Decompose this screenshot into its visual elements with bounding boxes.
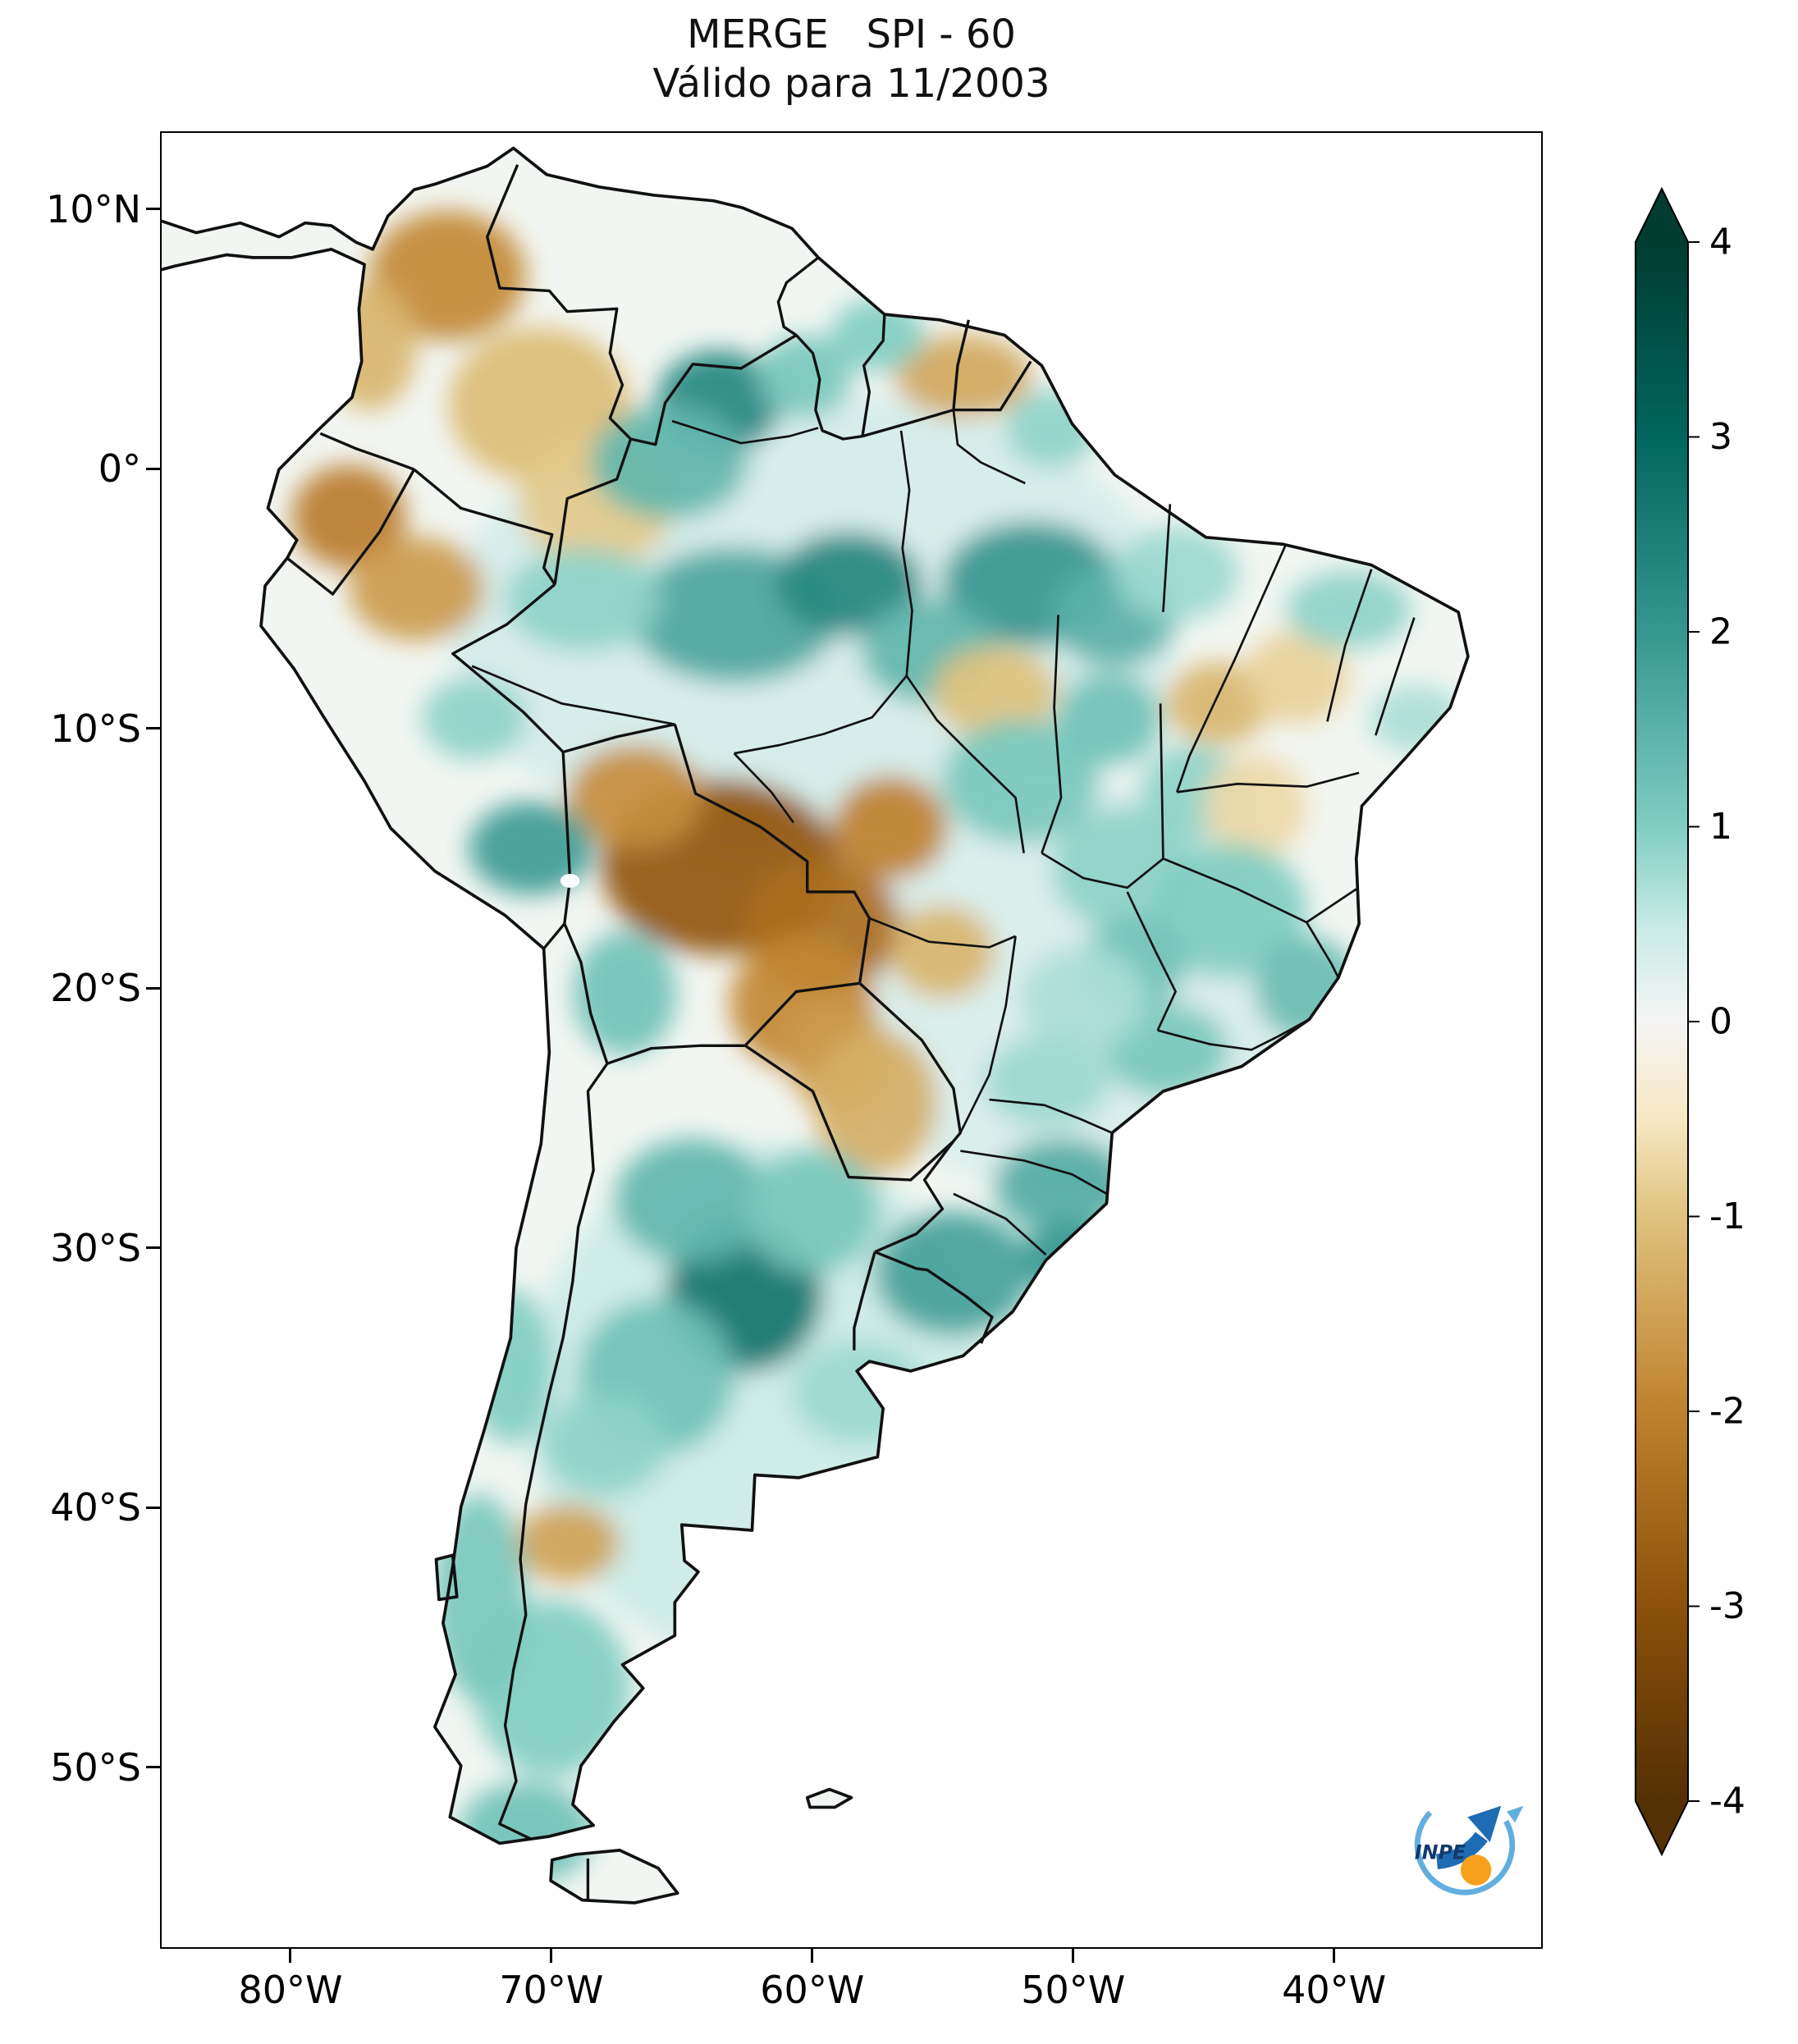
logo-text: INPE — [1415, 1841, 1466, 1863]
y-tick-label: 0° — [98, 446, 141, 492]
colorbar-tick-label: 1 — [1709, 806, 1732, 848]
chart-subtitle: Válido para 11/2003 — [652, 61, 1050, 107]
country-borders — [286, 164, 1032, 1902]
colorbar-ticks: 4 3 2 1 0 -1 -2 -3 -4 — [1688, 222, 1745, 1822]
spi-anomaly-blob — [1151, 843, 1307, 978]
spi-anomaly-blob — [1166, 661, 1271, 745]
spi-anomaly-blob — [931, 646, 1058, 740]
colorbar-tick-label: -3 — [1709, 1585, 1745, 1627]
spi-anomaly-blob — [812, 1029, 938, 1175]
spi-anomaly-blob — [942, 718, 1099, 844]
spi-anomaly-blob — [1057, 671, 1161, 766]
y-tick-mark — [146, 1506, 160, 1509]
colorbar-tick-label: 3 — [1709, 416, 1732, 458]
spi-anomaly-blob — [775, 532, 922, 636]
south-america-map — [162, 146, 1470, 1905]
state-borders — [471, 409, 1416, 1256]
x-tick-mark — [1333, 1949, 1336, 1963]
y-tick-label: 20°S — [50, 966, 141, 1011]
spi-anomaly-blob — [505, 547, 662, 652]
chart-title: MERGE SPI - 60 — [687, 11, 1016, 57]
spi-anomaly-blob — [875, 1210, 1032, 1336]
spi-anomaly-blob — [744, 1149, 881, 1273]
colorbar-gradient-bar — [1635, 187, 1689, 1856]
spi-anomaly-blob — [890, 905, 995, 999]
spi-anomaly-blob — [1244, 630, 1349, 725]
y-tick-label: 40°S — [50, 1485, 141, 1530]
colorbar-tick-label: 2 — [1709, 611, 1732, 653]
colorbar: 4 3 2 1 0 -1 -2 -3 -4 — [1635, 187, 1745, 1856]
map-plot-area — [160, 131, 1543, 1949]
x-tick-label: 60°W — [760, 1968, 865, 2012]
spi-anomaly-blob — [349, 537, 485, 642]
logo-orange-sphere — [1460, 1854, 1492, 1886]
x-tick-mark — [1072, 1949, 1075, 1963]
x-tick-label: 40°W — [1282, 1968, 1387, 2012]
spi-anomaly-blob — [757, 335, 852, 418]
spi-anomaly-blob — [291, 464, 407, 569]
y-tick-mark — [146, 208, 160, 211]
y-tick-label: 10°N — [46, 186, 141, 231]
y-tick-label: 50°S — [50, 1744, 141, 1790]
x-tick-mark — [289, 1949, 292, 1963]
spi-anomaly-blob — [895, 335, 1032, 418]
coastline — [162, 146, 1470, 1905]
spi-anomaly-blob — [323, 281, 417, 411]
spi-anomaly-blob — [791, 1340, 927, 1445]
spi-anomaly-blob — [469, 1288, 552, 1445]
spi-anomaly-blob — [1114, 527, 1240, 620]
spi-anomaly-blob — [369, 210, 526, 341]
y-tick-label: 30°S — [50, 1225, 141, 1270]
x-tick-label: 50°W — [1021, 1968, 1126, 2012]
colorbar-tick-label: -4 — [1709, 1781, 1745, 1822]
logo-orbit-circle — [1414, 1795, 1516, 1895]
spi-anomaly-blob — [573, 931, 677, 1056]
spi-anomaly-blob — [422, 677, 526, 761]
x-tick-mark — [550, 1949, 553, 1963]
spi-anomaly-blob — [542, 1392, 667, 1497]
inpe-logo: INPE — [1414, 1795, 1524, 1895]
logo-arrowhead — [1467, 1805, 1502, 1842]
y-tick-mark — [146, 727, 160, 730]
x-tick-mark — [811, 1949, 814, 1963]
land-raster-layer — [162, 148, 1468, 1903]
spi-anomaly-blob — [833, 775, 948, 880]
y-tick-mark — [146, 986, 160, 990]
colorbar-tick-label: -1 — [1709, 1196, 1745, 1237]
lake-titicaca — [560, 873, 580, 888]
spi-anomaly-blob — [1286, 570, 1411, 649]
x-tick-label: 70°W — [499, 1968, 604, 2012]
spi-anomaly-blob — [1369, 684, 1463, 752]
colorbar-tick-label: 0 — [1709, 1001, 1732, 1043]
spi-anomaly-blob — [1202, 755, 1307, 859]
y-tick-label: 10°S — [50, 706, 141, 751]
y-tick-mark — [146, 1766, 160, 1768]
logo-swoosh-arrow — [1435, 1831, 1488, 1870]
spi-anomaly-blob — [567, 744, 703, 848]
spi-anomaly-blob — [1004, 389, 1099, 468]
x-tick-label: 80°W — [238, 1968, 343, 2012]
spi-anomaly-blob — [984, 1035, 1109, 1128]
y-tick-mark — [146, 1246, 160, 1250]
spi-anomaly-blob — [1255, 936, 1359, 1040]
logo-orbit-arrowhead — [1507, 1805, 1524, 1823]
colorbar-tick-label: -2 — [1709, 1391, 1745, 1433]
spi-anomaly-blob — [614, 1138, 771, 1264]
spi-anomaly-blob — [1020, 1221, 1114, 1295]
spi-anomaly-blob — [515, 1503, 620, 1582]
y-tick-mark — [146, 467, 160, 470]
colorbar-tick-label: 4 — [1709, 222, 1732, 263]
spi-anomaly-blob — [1020, 946, 1146, 1051]
spi-anomaly-blob — [469, 801, 594, 895]
